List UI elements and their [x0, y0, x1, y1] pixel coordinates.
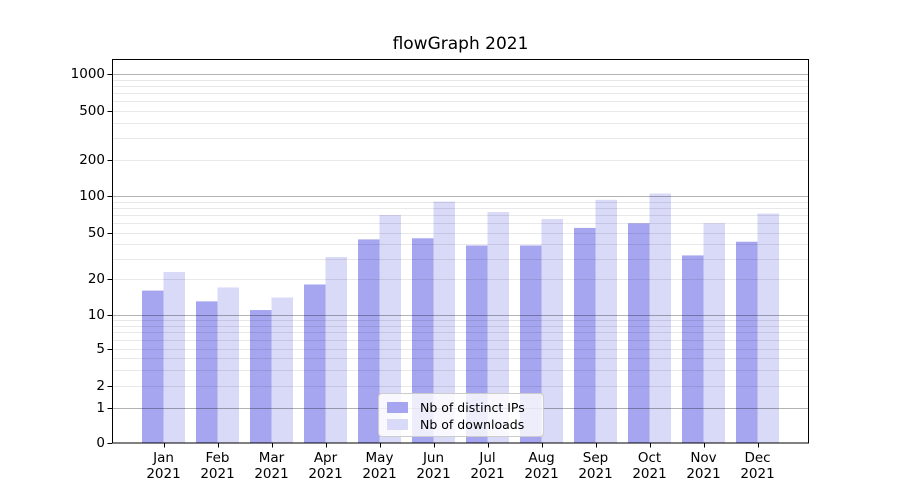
bar-apr-distinct-ips — [304, 284, 326, 443]
year-label: 2021 — [146, 466, 181, 482]
bar-jun-distinct-ips — [412, 238, 434, 443]
year-label: 2021 — [578, 466, 613, 482]
year-label: 2021 — [254, 466, 289, 482]
bar-jan-downloads — [163, 271, 185, 443]
month-label: Nov — [690, 450, 717, 466]
bar-jun-downloads — [433, 201, 455, 443]
bar-mar-distinct-ips — [250, 310, 272, 443]
x-tick-label: Mar 2021 — [242, 450, 302, 482]
legend: Nb of distinct IPs Nb of downloads — [378, 393, 544, 437]
y-tick-label: 10 — [87, 307, 105, 323]
month-label: Dec — [744, 450, 771, 466]
y-tick-label: 0 — [96, 435, 105, 451]
bar-jul-downloads — [487, 212, 509, 443]
x-tick-label: Dec 2021 — [728, 450, 788, 482]
year-label: 2021 — [308, 466, 343, 482]
month-label: Aug — [528, 450, 555, 466]
x-tick-label: Apr 2021 — [296, 450, 356, 482]
year-label: 2021 — [524, 466, 559, 482]
bar-may-distinct-ips — [358, 239, 380, 443]
bar-nov-distinct-ips — [682, 255, 704, 443]
legend-item-downloads: Nb of downloads — [387, 416, 535, 432]
month-label: Sep — [582, 450, 609, 466]
y-tick-label: 1000 — [70, 66, 105, 82]
month-label: Apr — [313, 450, 338, 466]
bar-jan-distinct-ips — [142, 290, 164, 443]
y-tick-label: 20 — [87, 271, 105, 287]
legend-item-distinct-ips: Nb of distinct IPs — [387, 399, 535, 415]
bar-oct-distinct-ips — [628, 223, 650, 443]
month-label: Feb — [205, 450, 230, 466]
x-tick-label: Oct 2021 — [620, 450, 680, 482]
y-tick-label: 50 — [87, 225, 105, 241]
bar-may-downloads — [379, 215, 401, 443]
year-label: 2021 — [362, 466, 397, 482]
legend-swatch-distinct-ips — [387, 401, 408, 413]
bar-feb-downloads — [217, 287, 239, 443]
legend-label-downloads: Nb of downloads — [420, 416, 525, 432]
y-tick-label: 500 — [79, 103, 105, 119]
x-tick-label: Feb 2021 — [188, 450, 248, 482]
x-tick-label: Jan 2021 — [134, 450, 194, 482]
month-label: May — [365, 450, 394, 466]
year-label: 2021 — [740, 466, 775, 482]
x-tick-label: May 2021 — [350, 450, 410, 482]
x-tick-label: Aug 2021 — [512, 450, 572, 482]
y-tick-label: 100 — [79, 188, 105, 204]
month-label: Jan — [153, 450, 174, 466]
x-tick-label: Sep 2021 — [566, 450, 626, 482]
x-tick-label: Nov 2021 — [674, 450, 734, 482]
legend-swatch-downloads — [387, 418, 408, 430]
bar-feb-distinct-ips — [196, 301, 218, 443]
chart-title: flowGraph 2021 — [392, 34, 529, 54]
bar-sep-distinct-ips — [574, 227, 596, 443]
x-tick-label: Jun 2021 — [404, 450, 464, 482]
month-label: Mar — [258, 450, 285, 466]
year-label: 2021 — [632, 466, 667, 482]
bar-dec-downloads — [757, 213, 779, 443]
bar-nov-downloads — [703, 223, 725, 443]
y-tick-label: 1 — [96, 400, 105, 416]
year-label: 2021 — [470, 466, 505, 482]
year-label: 2021 — [416, 466, 451, 482]
y-tick-label: 200 — [79, 152, 105, 168]
bar-sep-downloads — [595, 199, 617, 443]
month-label: Oct — [637, 450, 662, 466]
bar-dec-distinct-ips — [736, 241, 758, 443]
year-label: 2021 — [686, 466, 721, 482]
bar-apr-downloads — [325, 256, 347, 443]
bar-aug-downloads — [541, 218, 563, 443]
bar-mar-downloads — [271, 297, 293, 443]
plot-border — [112, 59, 809, 444]
legend-label-distinct-ips: Nb of distinct IPs — [420, 399, 525, 415]
y-tick-label: 2 — [96, 378, 105, 394]
month-label: Jul — [479, 450, 496, 466]
year-label: 2021 — [200, 466, 235, 482]
month-label: Jun — [422, 450, 445, 466]
y-tick-label: 5 — [96, 341, 105, 357]
bar-oct-downloads — [649, 193, 671, 443]
x-tick-label: Jul 2021 — [458, 450, 518, 482]
